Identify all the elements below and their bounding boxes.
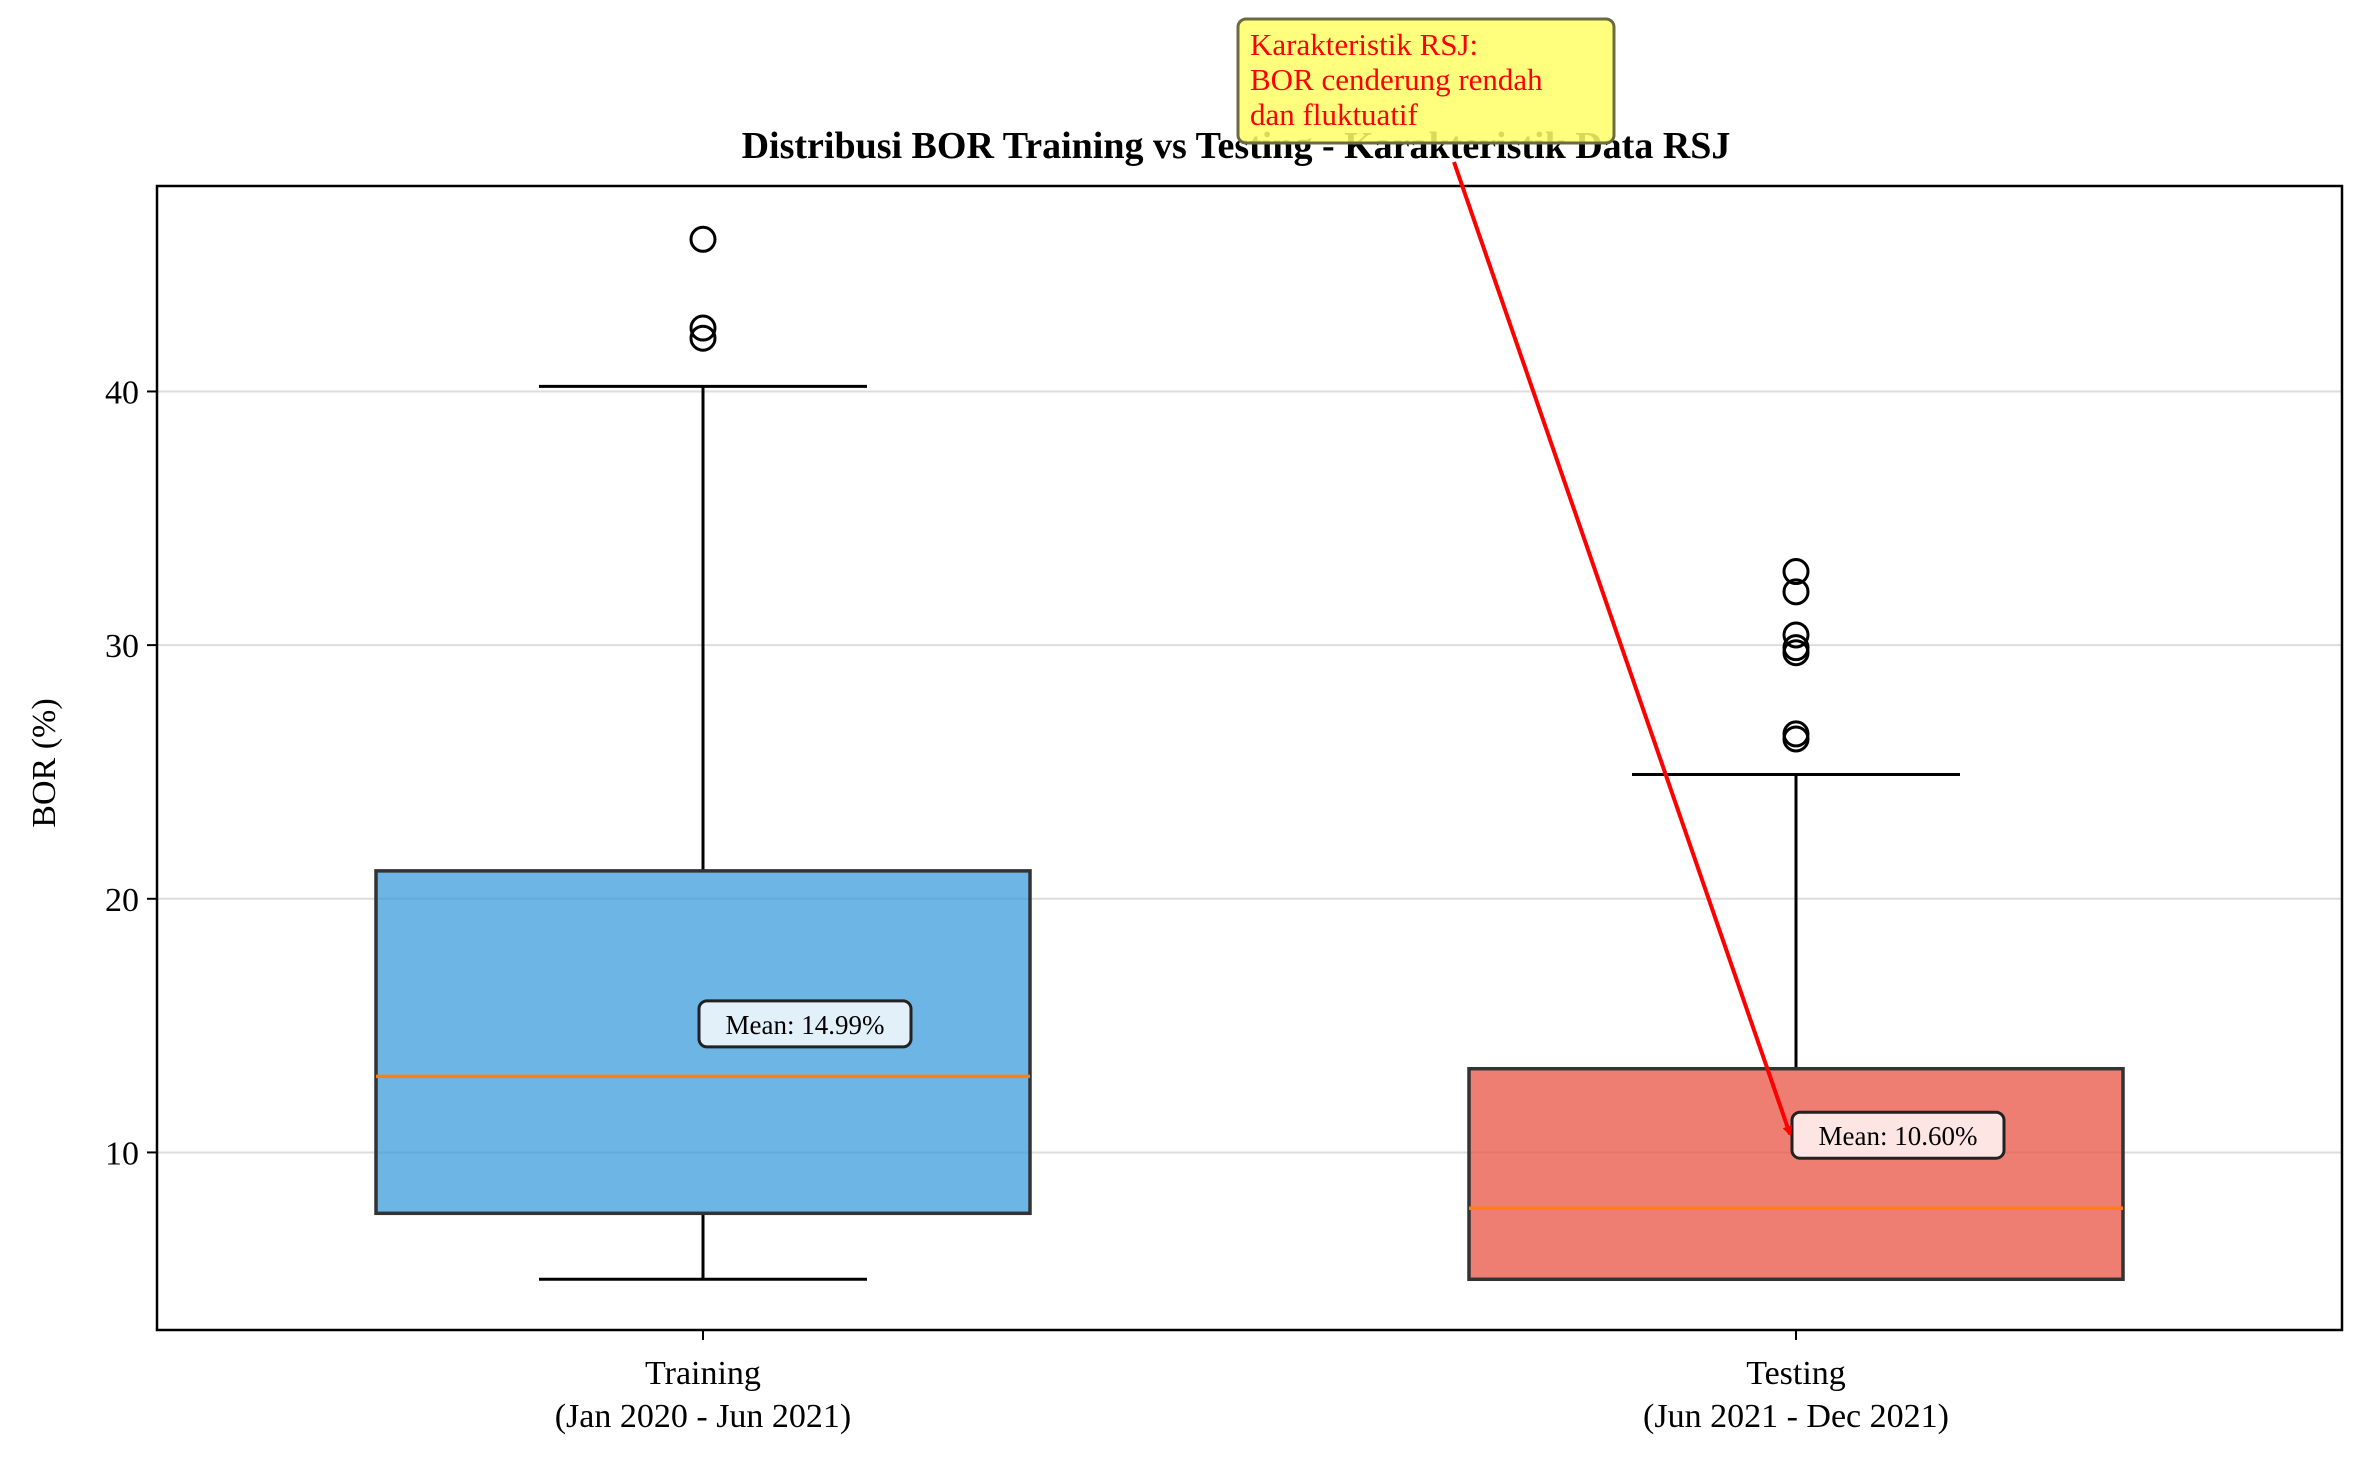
boxplots: Mean: 14.99% Mean: 10.60% <box>374 225 2125 1282</box>
y-tick-label: 30 <box>105 628 139 665</box>
y-tick-label: 10 <box>105 1135 139 1172</box>
x-tick-label: (Jun 2021 - Dec 2021) <box>1643 1398 1949 1435</box>
mean-label-box <box>697 999 913 1049</box>
annotation-box <box>1236 17 1616 145</box>
annotation: Karakteristik RSJ:BOR cenderung rendahda… <box>1236 17 1793 1137</box>
y-tick-label: 20 <box>105 882 139 919</box>
boxplot-1: Mean: 10.60% <box>1467 558 2125 1282</box>
boxplot-0: Mean: 14.99% <box>374 225 1032 1281</box>
x-axis: Training (Jan 2020 - Jun 2021) Testing (Jun… <box>555 1330 1949 1435</box>
outlier-point <box>689 225 717 253</box>
x-tick-label: Training <box>645 1355 761 1392</box>
outlier-point <box>1782 725 1810 753</box>
box <box>1467 1066 2125 1282</box>
annotation-text: Karakteristik RSJ: <box>1250 27 1478 62</box>
plot-frame <box>155 184 2344 1332</box>
outlier-point <box>1782 621 1810 649</box>
mean-label-text: Mean: 10.60% <box>1819 1121 1978 1151</box>
mean-label-text: Mean: 14.99% <box>726 1010 885 1040</box>
x-tick-label: (Jan 2020 - Jun 2021) <box>555 1398 852 1435</box>
outlier-point <box>689 314 717 342</box>
y-tick-label: 40 <box>105 374 139 411</box>
y-axis-label: BOR (%) <box>26 698 63 827</box>
outlier-point <box>1782 578 1810 606</box>
outlier-point <box>689 324 717 352</box>
outlier-point <box>1782 558 1810 586</box>
x-tick-label: Testing <box>1746 1355 1846 1392</box>
annotation-arrow <box>1452 161 1793 1137</box>
annotation-text: dan fluktuatif <box>1250 97 1419 132</box>
mean-label: Mean: 10.60% <box>1790 1110 2006 1160</box>
annotation-text: BOR cenderung rendah <box>1250 62 1543 97</box>
y-axis: 10 20 30 40 <box>105 374 157 1172</box>
outlier-point <box>1782 639 1810 667</box>
mean-label: Mean: 14.99% <box>697 999 913 1049</box>
